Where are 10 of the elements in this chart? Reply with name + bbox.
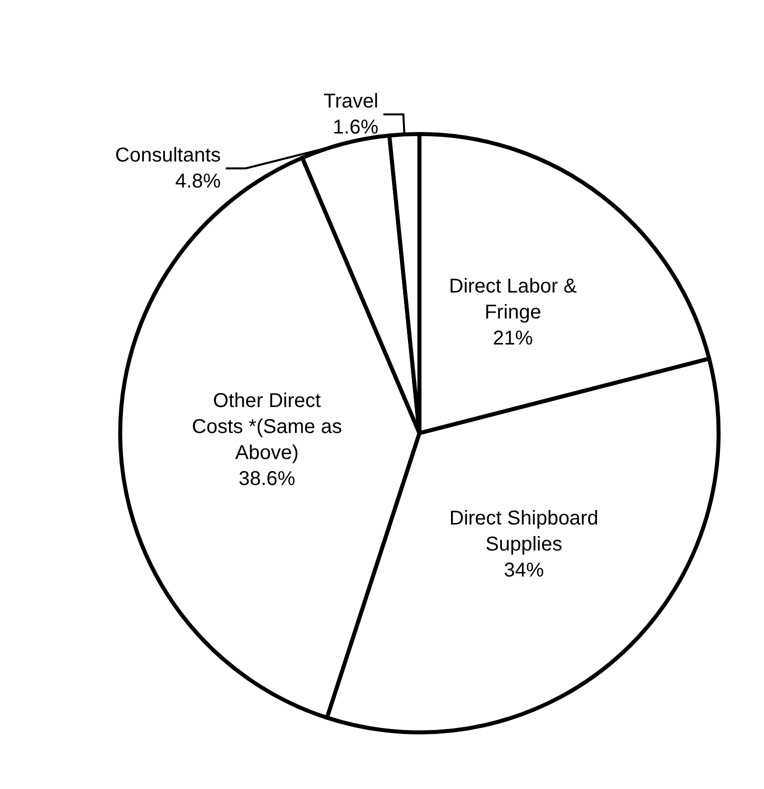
data-label: 38.6% bbox=[238, 468, 296, 490]
data-label: 4.8% bbox=[175, 170, 222, 192]
slice-label: Direct Labor & Fringe bbox=[449, 276, 578, 324]
data-label: 21% bbox=[492, 328, 534, 350]
slice-label: Direct Shipboard Supplies bbox=[449, 507, 598, 556]
data-label: 1.6% bbox=[332, 116, 379, 138]
data-label: 34% bbox=[504, 559, 544, 582]
slice-label: Other Direct Costs *(Same as Above) bbox=[192, 390, 342, 464]
slice-label: Consultants bbox=[115, 144, 221, 166]
slice-label: Travel bbox=[324, 90, 378, 112]
